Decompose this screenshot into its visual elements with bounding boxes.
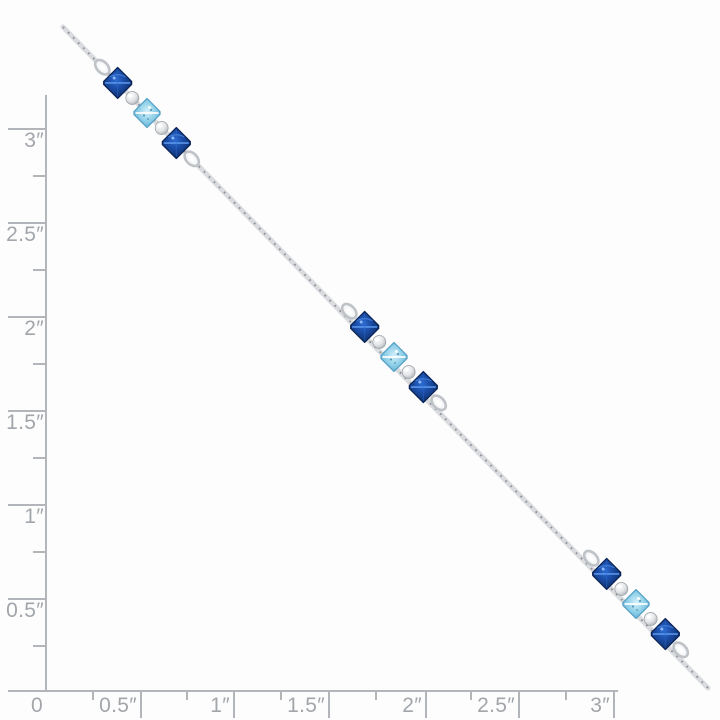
ruler-label-1in-h: 1″	[210, 694, 230, 717]
ruler-label-1_5in-v: 1.5″	[6, 411, 44, 434]
ruler-vertical-line	[45, 95, 47, 692]
ruler-label-0_5in-v: 0.5″	[6, 599, 44, 622]
ruler-major-tick	[425, 690, 427, 718]
ruler-minor-tick	[92, 690, 94, 700]
ruler-major-tick	[8, 410, 46, 412]
ruler-minor-tick	[565, 690, 567, 700]
ruler-label-origin: 0	[31, 694, 43, 717]
ruler-label-3in-h: 3″	[590, 694, 610, 717]
ruler-minor-tick	[470, 690, 472, 700]
ruler-minor-tick	[33, 457, 46, 459]
ruler-minor-tick	[33, 363, 46, 365]
ruler-label-0_5in-h: 0.5″	[99, 694, 137, 717]
ruler-major-tick	[328, 690, 330, 718]
ruler-major-tick	[8, 598, 46, 600]
ruler-horizontal-line	[8, 690, 618, 692]
ruler-major-tick	[8, 128, 46, 130]
ruler-major-tick	[140, 690, 142, 718]
ruler-label-1_5in-h: 1.5″	[287, 694, 325, 717]
ruler-label-2in-h: 2″	[402, 694, 422, 717]
ruler-label-2_5in-h: 2.5″	[477, 694, 515, 717]
ruler-minor-tick	[186, 690, 188, 700]
ruler-major-tick	[8, 316, 46, 318]
ruler-minor-tick	[33, 175, 46, 177]
ruler-label-1in-v: 1″	[24, 505, 44, 528]
ruler-minor-tick	[33, 269, 46, 271]
ruler-major-tick	[233, 690, 235, 718]
ruler-major-tick	[518, 690, 520, 718]
ruler-minor-tick	[33, 551, 46, 553]
ruler-minor-tick	[33, 645, 46, 647]
ruler-label-2in-v: 2″	[24, 317, 44, 340]
ruler-label-3in-v: 3″	[24, 129, 44, 152]
ruler-label-2_5in-v: 2.5″	[6, 223, 44, 246]
ruler-major-tick	[8, 504, 46, 506]
ruler-minor-tick	[375, 690, 377, 700]
ruler-major-tick	[613, 690, 615, 718]
ruler-minor-tick	[280, 690, 282, 700]
ruler-major-tick	[8, 222, 46, 224]
